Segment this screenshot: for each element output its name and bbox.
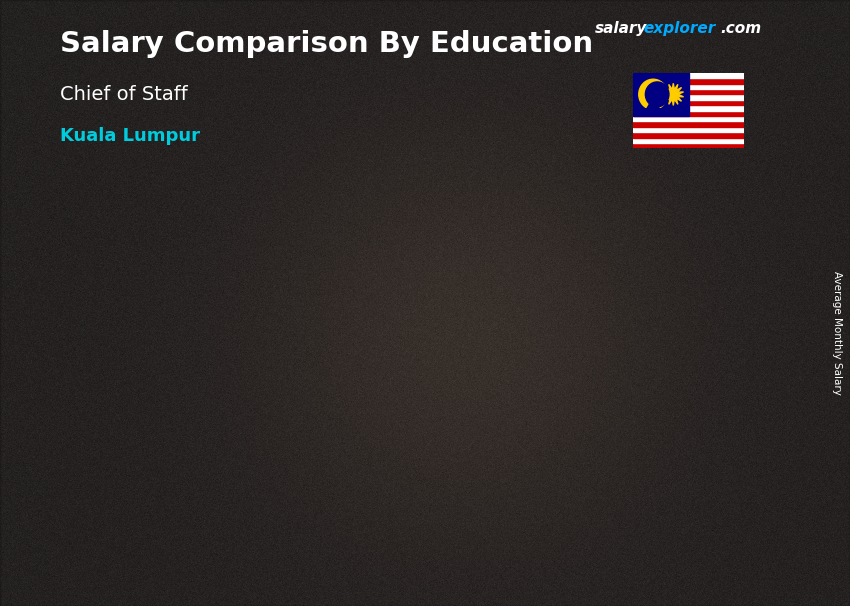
- Polygon shape: [98, 318, 197, 327]
- Polygon shape: [174, 327, 183, 521]
- Bar: [633, 84, 744, 89]
- Bar: [633, 138, 744, 143]
- Bar: [633, 121, 744, 127]
- Polygon shape: [423, 208, 434, 521]
- Text: salary: salary: [595, 21, 648, 36]
- Bar: [633, 73, 744, 78]
- Bar: [633, 143, 744, 148]
- Bar: [633, 127, 744, 132]
- Polygon shape: [423, 208, 507, 521]
- Text: Chief of Staff: Chief of Staff: [60, 85, 187, 104]
- Text: +41%: +41%: [358, 93, 425, 113]
- Bar: [633, 132, 744, 138]
- Polygon shape: [586, 141, 671, 521]
- Bar: [633, 105, 744, 110]
- Polygon shape: [499, 208, 507, 521]
- Polygon shape: [586, 132, 685, 141]
- Text: .com: .com: [720, 21, 761, 36]
- Text: +21%: +21%: [520, 38, 587, 58]
- Text: Average Monthly Salary: Average Monthly Salary: [832, 271, 842, 395]
- Bar: [633, 89, 744, 95]
- Text: explorer: explorer: [643, 21, 716, 36]
- Circle shape: [645, 82, 669, 107]
- Polygon shape: [423, 199, 523, 208]
- Polygon shape: [345, 290, 360, 521]
- Text: Kuala Lumpur: Kuala Lumpur: [60, 127, 200, 145]
- Bar: [633, 78, 744, 84]
- Polygon shape: [663, 83, 683, 105]
- Bar: [633, 100, 744, 105]
- Bar: [633, 110, 744, 116]
- Bar: [633, 116, 744, 121]
- Text: 6,480 MYR: 6,480 MYR: [265, 268, 349, 282]
- Polygon shape: [671, 132, 685, 521]
- Polygon shape: [662, 141, 671, 521]
- Polygon shape: [261, 290, 360, 299]
- Polygon shape: [183, 318, 197, 521]
- Polygon shape: [98, 327, 183, 521]
- Text: +14%: +14%: [196, 218, 263, 238]
- Bar: [633, 95, 744, 100]
- Polygon shape: [98, 327, 109, 521]
- Polygon shape: [337, 299, 345, 521]
- Polygon shape: [261, 299, 272, 521]
- Text: 11,100 MYR: 11,100 MYR: [586, 110, 679, 124]
- Wedge shape: [639, 79, 667, 107]
- Bar: [633, 73, 688, 116]
- Polygon shape: [586, 141, 597, 521]
- Polygon shape: [507, 199, 523, 521]
- Text: Salary Comparison By Education: Salary Comparison By Education: [60, 30, 592, 58]
- Text: 9,130 MYR: 9,130 MYR: [428, 177, 512, 191]
- Text: 5,670 MYR: 5,670 MYR: [103, 296, 186, 310]
- Polygon shape: [261, 299, 345, 521]
